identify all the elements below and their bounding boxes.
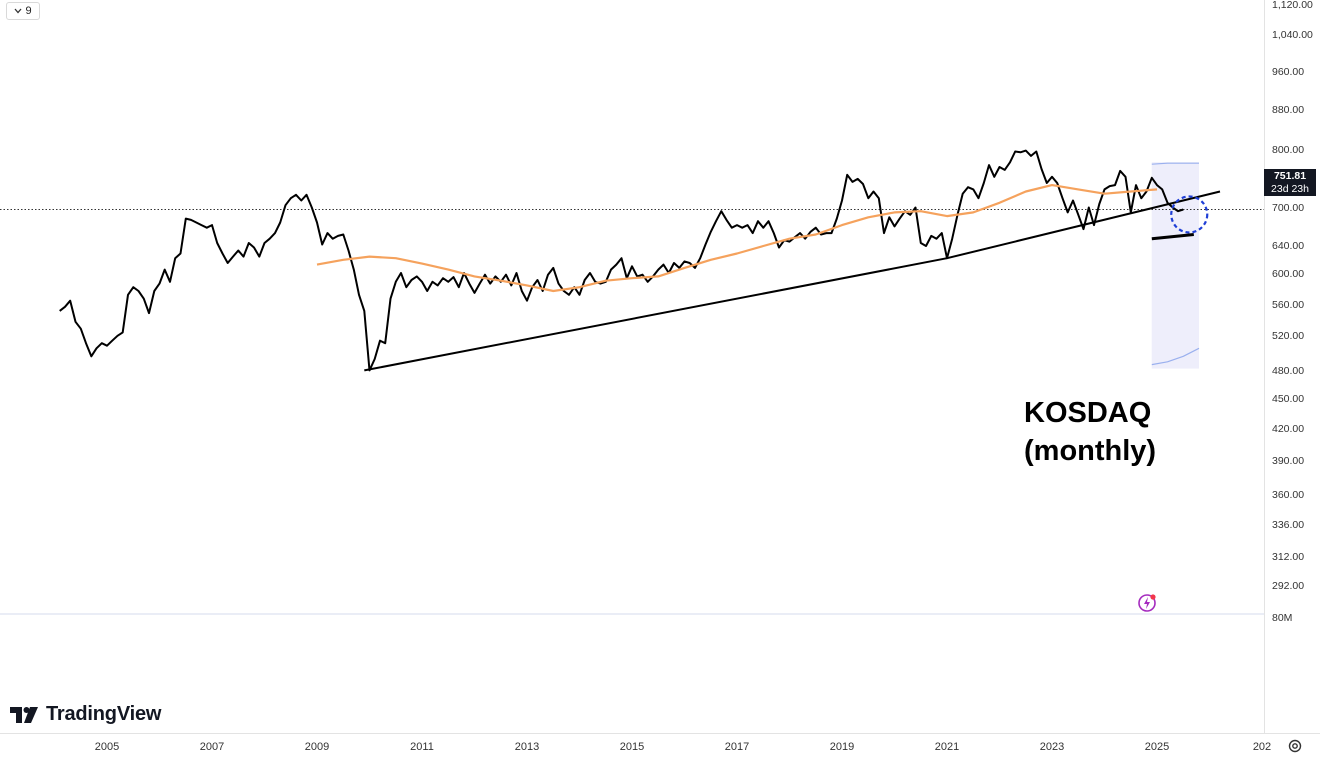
last-price-tag: 751.81 23d 23h (1264, 169, 1316, 196)
tradingview-logo[interactable]: TradingView (10, 703, 161, 726)
y-tick-label: 480.00 (1272, 365, 1304, 377)
x-tick-label: 2019 (830, 741, 854, 753)
x-tick-label: 2025 (1145, 741, 1169, 753)
x-tick-label: 2015 (620, 741, 644, 753)
series-moving-average (316, 184, 1158, 293)
y-tick-label: 450.00 (1272, 393, 1304, 405)
y-tick-label: 960.00 (1272, 66, 1304, 78)
series-trendline (364, 190, 1221, 372)
y-tick-label: 420.00 (1272, 423, 1304, 435)
x-tick-label: 2011 (410, 741, 434, 753)
logo-text: TradingView (46, 703, 162, 725)
gear-icon[interactable] (1287, 738, 1303, 754)
x-tick-label: 2013 (515, 741, 539, 753)
x-tick-label: 202 (1253, 741, 1271, 753)
y-tick-label: 80M (1272, 612, 1292, 624)
y-tick-label: 390.00 (1272, 455, 1304, 467)
y-tick-label: 520.00 (1272, 330, 1304, 342)
interval-button[interactable]: 9 (6, 2, 40, 20)
x-tick-label: 2005 (95, 741, 119, 753)
highlight-circle (1170, 195, 1209, 234)
forecast-band (1151, 162, 1199, 369)
last-price-value: 751.81 (1273, 170, 1307, 182)
series-price (59, 149, 1184, 372)
lightning-alert-icon[interactable] (1137, 593, 1157, 613)
x-tick-label: 2021 (935, 741, 959, 753)
series-forecast-segment (1151, 233, 1194, 241)
y-tick-label: 312.00 (1272, 551, 1304, 563)
x-tick-label: 2009 (305, 741, 329, 753)
series-forecast-band-lower (1151, 347, 1200, 366)
y-tick-label: 880.00 (1272, 104, 1304, 116)
y-tick-label: 800.00 (1272, 144, 1304, 156)
x-tick-label: 2017 (725, 741, 749, 753)
tradingview-logo-icon (10, 706, 38, 723)
y-tick-label: 600.00 (1272, 268, 1304, 280)
y-tick-label: 1,120.00 (1272, 0, 1313, 11)
y-tick-label: 700.00 (1272, 202, 1304, 214)
y-tick-label: 336.00 (1272, 519, 1304, 531)
chevron-down-icon (14, 8, 22, 14)
bar-countdown: 23d 23h (1271, 183, 1309, 195)
chart-annotation: KOSDAQ (monthly) (1024, 397, 1157, 467)
y-tick-label: 292.00 (1272, 580, 1304, 592)
x-tick-label: 2007 (200, 741, 224, 753)
y-tick-label: 360.00 (1272, 489, 1304, 501)
interval-label: 9 (25, 5, 32, 17)
y-tick-label: 1,040.00 (1272, 29, 1313, 41)
x-tick-label: 2023 (1040, 741, 1064, 753)
series-forecast-band-upper (1151, 162, 1199, 165)
y-tick-label: 560.00 (1272, 299, 1304, 311)
y-tick-label: 640.00 (1272, 240, 1304, 252)
